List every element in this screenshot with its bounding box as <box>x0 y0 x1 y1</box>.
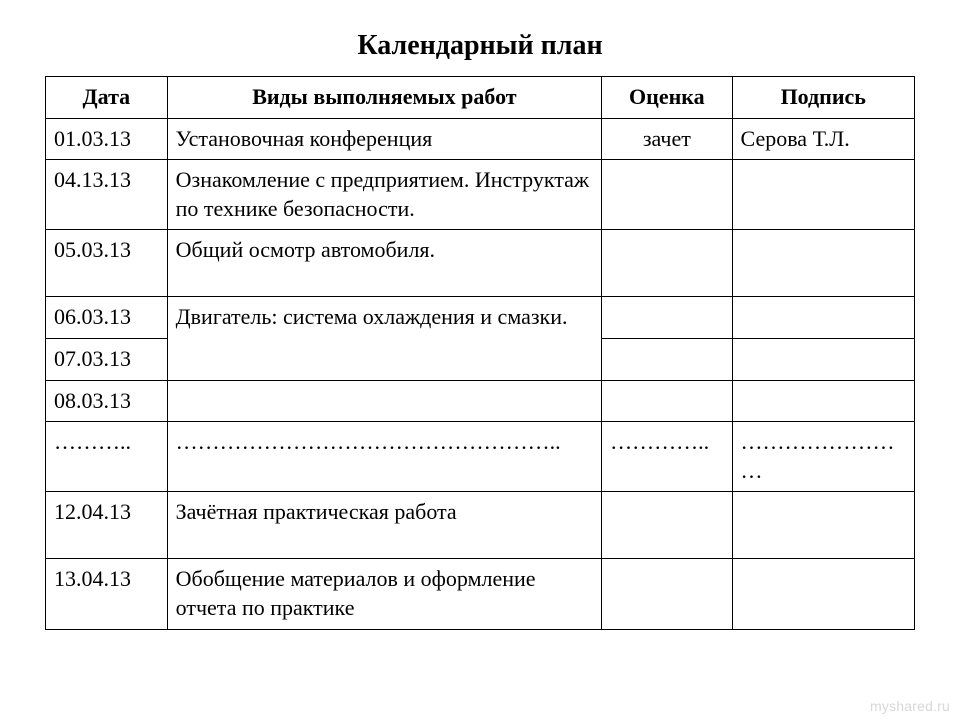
cell-sign <box>732 230 915 297</box>
cell-sign <box>732 492 915 559</box>
cell-work: Ознакомление с предприятием. Инструктаж … <box>167 160 602 230</box>
col-header-date: Дата <box>46 77 168 119</box>
cell-work: Обобщение материалов и оформление отчета… <box>167 559 602 629</box>
watermark: myshared.ru <box>870 698 950 714</box>
table-row: 12.04.13 Зачётная практическая работа <box>46 492 915 559</box>
cell-work: Общий осмотр автомобиля. <box>167 230 602 297</box>
cell-date: ……….. <box>46 422 168 492</box>
cell-sign <box>732 338 915 380</box>
cell-sign: Серова Т.Л. <box>732 118 915 160</box>
cell-sign <box>732 160 915 230</box>
table-row: 08.03.13 <box>46 380 915 422</box>
cell-date: 13.04.13 <box>46 559 168 629</box>
table-header-row: Дата Виды выполняемых работ Оценка Подпи… <box>46 77 915 119</box>
table-row: 04.13.13 Ознакомление с предприятием. Ин… <box>46 160 915 230</box>
cell-sign <box>732 380 915 422</box>
cell-grade <box>602 559 732 629</box>
cell-grade <box>602 230 732 297</box>
schedule-table: Дата Виды выполняемых работ Оценка Подпи… <box>45 76 915 630</box>
page-title: Календарный план <box>45 30 915 62</box>
cell-date: 12.04.13 <box>46 492 168 559</box>
table-row: 06.03.13 Двигатель: система охлаждения и… <box>46 297 915 339</box>
cell-work: Установочная конференция <box>167 118 602 160</box>
cell-grade <box>602 338 732 380</box>
cell-grade <box>602 297 732 339</box>
cell-sign <box>732 297 915 339</box>
cell-date: 05.03.13 <box>46 230 168 297</box>
cell-date: 04.13.13 <box>46 160 168 230</box>
col-header-sign: Подпись <box>732 77 915 119</box>
cell-date: 08.03.13 <box>46 380 168 422</box>
cell-sign: …………………… <box>732 422 915 492</box>
cell-work <box>167 380 602 422</box>
cell-sign <box>732 559 915 629</box>
cell-grade <box>602 492 732 559</box>
table-row: 01.03.13 Установочная конференция зачет … <box>46 118 915 160</box>
cell-grade <box>602 160 732 230</box>
page-root: Календарный план Дата Виды выполняемых р… <box>0 0 960 630</box>
cell-grade: ………….. <box>602 422 732 492</box>
cell-work: …………………………………………….. <box>167 422 602 492</box>
col-header-grade: Оценка <box>602 77 732 119</box>
table-row: 05.03.13 Общий осмотр автомобиля. <box>46 230 915 297</box>
table-row-ellipsis: ……….. …………………………………………….. ………….. …………………… <box>46 422 915 492</box>
cell-work-merged: Двигатель: система охлаждения и смазки. <box>167 297 602 380</box>
col-header-work: Виды выполняемых работ <box>167 77 602 119</box>
cell-date: 06.03.13 <box>46 297 168 339</box>
cell-grade <box>602 380 732 422</box>
cell-work: Зачётная практическая работа <box>167 492 602 559</box>
cell-date: 01.03.13 <box>46 118 168 160</box>
cell-grade: зачет <box>602 118 732 160</box>
table-row: 13.04.13 Обобщение материалов и оформлен… <box>46 559 915 629</box>
cell-date: 07.03.13 <box>46 338 168 380</box>
